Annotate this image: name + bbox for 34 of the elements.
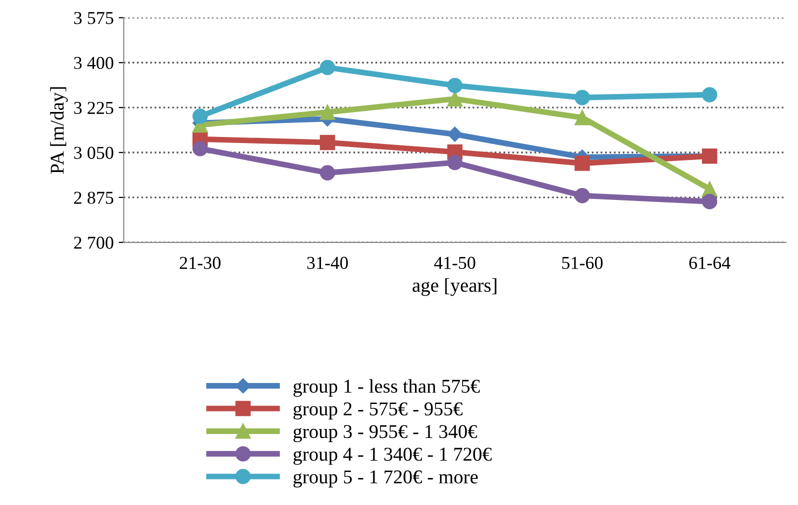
x-axis-title: age [years]: [412, 278, 496, 296]
point: [447, 126, 462, 142]
y-tick-label: 2 875: [74, 192, 114, 204]
point: [702, 194, 718, 210]
point: [447, 154, 462, 170]
point: [320, 60, 336, 76]
y-tick-label: 3 225: [74, 102, 114, 114]
y-tick-label: 2 700: [74, 236, 114, 249]
point: [574, 90, 590, 106]
point: [574, 110, 590, 126]
point: [447, 78, 462, 94]
legend-label: group 5 - 1 720€ - more: [293, 470, 478, 488]
legend-label: group 2 - 575€ - 955€: [293, 402, 462, 420]
point: [192, 108, 208, 124]
y-tick-label: 3 050: [74, 146, 114, 159]
point: [320, 134, 336, 150]
x-tick-label: 61-64: [689, 256, 730, 269]
point: [192, 141, 208, 156]
x-tick-label: 41-50: [434, 256, 476, 269]
point: [574, 188, 590, 204]
point: [447, 91, 462, 106]
y-axis-title: PA [m/day]: [50, 87, 68, 174]
y-tick-label: 3 400: [74, 56, 114, 70]
legend-label: group 3 - 955€ - 1 340€: [293, 425, 478, 442]
point: [702, 87, 718, 102]
point: [574, 156, 590, 171]
x-tick-label: 31-40: [307, 256, 348, 269]
point: [320, 165, 336, 180]
legend-label: group 1 - less than 575€: [293, 379, 480, 397]
y-tick-label: 3 575: [74, 12, 114, 24]
legend-label: group 4 - 1 340€ - 1 720€: [293, 448, 492, 465]
point: [320, 104, 336, 120]
x-tick-label: 51-60: [562, 256, 603, 269]
x-tick-label: 21-30: [180, 256, 220, 269]
